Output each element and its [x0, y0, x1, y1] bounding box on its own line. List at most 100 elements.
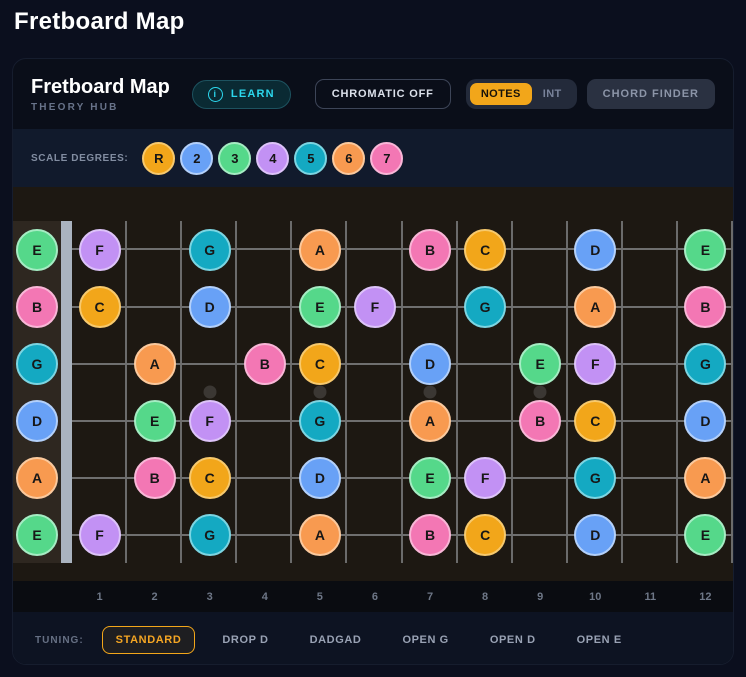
fret-number-1: 1 — [96, 590, 103, 603]
note-c-string-4-fret-10[interactable]: C — [574, 399, 617, 442]
fret-numbers-row: 1 2 3 4 5 6 7 8 9 10 11 12 — [13, 581, 733, 612]
degree-chip-2[interactable]: 2 — [180, 141, 214, 175]
note-c-string-2-fret-1[interactable]: C — [78, 285, 121, 328]
note-a-string-5-fret-12[interactable]: A — [684, 456, 727, 499]
note-e-string-4-fret-2[interactable]: E — [133, 399, 176, 442]
fret-number-2: 2 — [151, 590, 158, 603]
open-string-cell-4: A — [13, 449, 61, 506]
fret-wire-5 — [345, 221, 348, 563]
note-a-string-2-fret-10[interactable]: A — [574, 285, 617, 328]
note-d-string-3-fret-7[interactable]: D — [409, 342, 452, 385]
note-f-string-5-fret-8[interactable]: F — [464, 456, 507, 499]
note-b-string-6-fret-7[interactable]: B — [409, 513, 452, 556]
note-d-string-5-fret-5[interactable]: D — [298, 456, 341, 499]
note-a-string-1-fret-5[interactable]: A — [298, 228, 341, 271]
open-note-g-string-3[interactable]: G — [16, 342, 58, 385]
open-note-b-string-2[interactable]: B — [16, 285, 58, 328]
note-c-string-3-fret-5[interactable]: C — [298, 342, 341, 385]
degree-chip-6[interactable]: 6 — [332, 141, 366, 175]
fret-wire-4 — [290, 221, 293, 563]
degree-chip-4[interactable]: 4 — [256, 141, 290, 175]
note-e-string-1-fret-12[interactable]: E — [684, 228, 727, 271]
open-note-e-string-1[interactable]: E — [16, 228, 58, 271]
fret-wire-8 — [510, 221, 513, 563]
note-g-string-3-fret-12[interactable]: G — [684, 342, 727, 385]
toggle-option-notes[interactable]: NOTES — [469, 83, 532, 105]
fret-numbers: 1 2 3 4 5 6 7 8 9 10 11 12 — [72, 591, 733, 603]
note-d-string-1-fret-10[interactable]: D — [574, 228, 617, 271]
fret-wire-3 — [235, 221, 238, 563]
string-line-3 — [72, 362, 733, 365]
open-note-e-string-6[interactable]: E — [16, 513, 58, 556]
note-d-string-6-fret-10[interactable]: D — [574, 513, 617, 556]
note-f-string-6-fret-1[interactable]: F — [78, 513, 121, 556]
note-e-string-3-fret-9[interactable]: E — [519, 342, 562, 385]
fret-wire-10 — [620, 221, 623, 563]
tuning-option-drop-d[interactable]: DROP D — [208, 626, 282, 654]
tuning-option-dadgad[interactable]: DADGAD — [296, 626, 376, 654]
note-f-string-4-fret-3[interactable]: F — [188, 399, 231, 442]
note-a-string-6-fret-5[interactable]: A — [298, 513, 341, 556]
note-b-string-2-fret-12[interactable]: B — [684, 285, 727, 328]
learn-button-label: LEARN — [230, 88, 275, 100]
note-d-string-4-fret-12[interactable]: D — [684, 399, 727, 442]
tuning-row: TUNING: STANDARD DROP D DADGAD OPEN G OPEN D… — [13, 612, 733, 664]
toggle-option-int[interactable]: INT — [542, 88, 562, 100]
note-a-string-4-fret-7[interactable]: A — [409, 399, 452, 442]
note-g-string-2-fret-8[interactable]: G — [464, 285, 507, 328]
degree-chip-5[interactable]: 5 — [294, 141, 328, 175]
fret-number-3: 3 — [206, 590, 213, 603]
tuning-option-standard[interactable]: STANDARD — [101, 626, 196, 654]
note-c-string-5-fret-3[interactable]: C — [188, 456, 231, 499]
tuning-option-open-e[interactable]: OPEN E — [563, 626, 636, 654]
note-d-string-2-fret-3[interactable]: D — [188, 285, 231, 328]
nut — [61, 221, 72, 563]
note-e-string-2-fret-5[interactable]: E — [298, 285, 341, 328]
note-b-string-4-fret-9[interactable]: B — [519, 399, 562, 442]
note-g-string-4-fret-5[interactable]: G — [298, 399, 341, 442]
fret-number-9: 9 — [537, 590, 544, 603]
tuning-option-open-d[interactable]: OPEN D — [476, 626, 550, 654]
note-e-string-6-fret-12[interactable]: E — [684, 513, 727, 556]
note-f-string-1-fret-1[interactable]: F — [78, 228, 121, 271]
open-string-cell-0: E — [13, 221, 61, 278]
note-e-string-5-fret-7[interactable]: E — [409, 456, 452, 499]
card-header: Fretboard Map THEORY HUB i LEARN CHROMAT… — [13, 59, 733, 129]
inlay-dot-fret-9 — [533, 385, 547, 399]
tuning-option-open-g[interactable]: OPEN G — [388, 626, 462, 654]
card-subtitle: THEORY HUB — [31, 101, 119, 113]
degree-chip-7[interactable]: 7 — [370, 141, 404, 175]
degree-chip-3[interactable]: 3 — [218, 141, 252, 175]
card-title: Fretboard Map — [31, 75, 170, 98]
fret-wire-1 — [125, 221, 128, 563]
note-g-string-5-fret-10[interactable]: G — [574, 456, 617, 499]
string-line-6 — [72, 533, 733, 536]
note-f-string-2-fret-6[interactable]: F — [353, 285, 396, 328]
note-b-string-5-fret-2[interactable]: B — [133, 456, 176, 499]
chord-finder-button[interactable]: CHORD FINDER — [586, 79, 715, 109]
header-right: NOTES INT CHORD FINDER — [465, 79, 715, 109]
fret-wire-12 — [731, 221, 733, 563]
note-g-string-6-fret-3[interactable]: G — [188, 513, 231, 556]
string-line-2 — [72, 305, 733, 308]
note-c-string-6-fret-8[interactable]: C — [464, 513, 507, 556]
learn-button[interactable]: i LEARN — [191, 79, 291, 109]
note-g-string-1-fret-3[interactable]: G — [188, 228, 231, 271]
note-a-string-3-fret-2[interactable]: A — [133, 342, 176, 385]
note-f-string-3-fret-10[interactable]: F — [574, 342, 617, 385]
note-b-string-3-fret-4[interactable]: B — [243, 342, 286, 385]
note-c-string-1-fret-8[interactable]: C — [464, 228, 507, 271]
fret-number-6: 6 — [371, 590, 378, 603]
open-note-d-string-4[interactable]: D — [16, 399, 58, 442]
degree-chip-r[interactable]: R — [142, 141, 176, 175]
chromatic-toggle-button[interactable]: CHROMATIC OFF — [314, 79, 451, 109]
fret-wire-2 — [180, 221, 183, 563]
fret-number-10: 10 — [589, 590, 602, 603]
open-note-a-string-5[interactable]: A — [16, 456, 58, 499]
note-b-string-1-fret-7[interactable]: B — [409, 228, 452, 271]
